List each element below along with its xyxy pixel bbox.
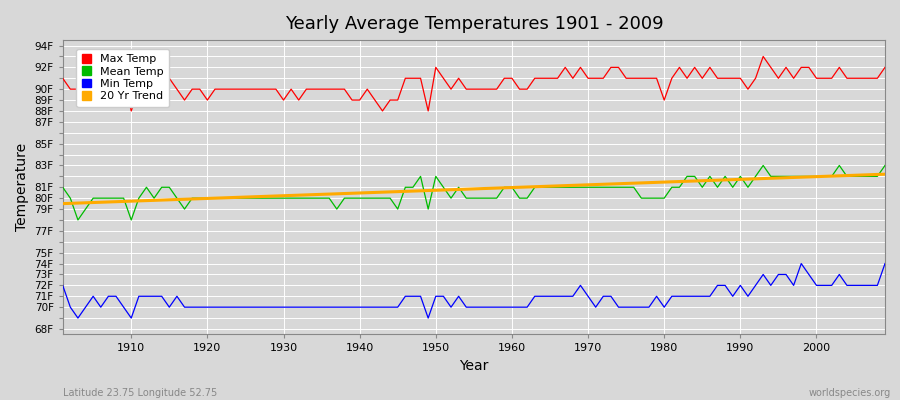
X-axis label: Year: Year <box>459 359 489 373</box>
Text: worldspecies.org: worldspecies.org <box>809 388 891 398</box>
Legend: Max Temp, Mean Temp, Min Temp, 20 Yr Trend: Max Temp, Mean Temp, Min Temp, 20 Yr Tre… <box>76 49 169 107</box>
Y-axis label: Temperature: Temperature <box>15 143 29 231</box>
Text: Latitude 23.75 Longitude 52.75: Latitude 23.75 Longitude 52.75 <box>63 388 217 398</box>
Title: Yearly Average Temperatures 1901 - 2009: Yearly Average Temperatures 1901 - 2009 <box>284 15 663 33</box>
